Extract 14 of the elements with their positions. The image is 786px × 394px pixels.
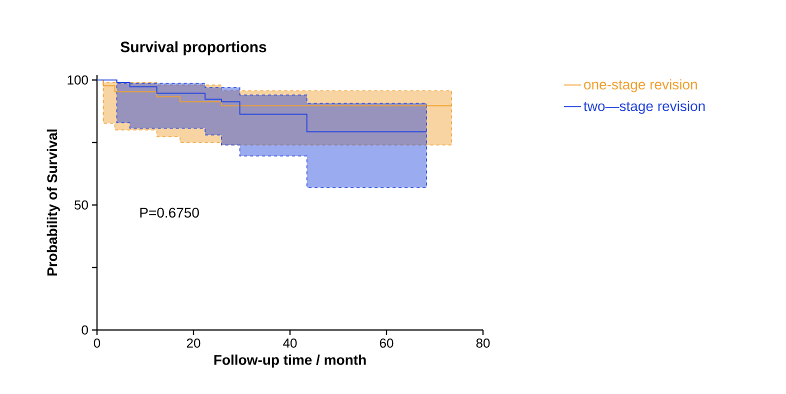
x-tick-label: 0 <box>94 338 100 348</box>
annotation: P=0.6750 <box>140 208 199 218</box>
y-tick-label: 50 <box>74 200 88 210</box>
y-tick-label: 0 <box>82 325 88 335</box>
y-tick-label: 100 <box>68 75 88 85</box>
x-axis-title: Follow-up time / month <box>214 354 366 368</box>
y-axis-title: Probability of Survival <box>46 130 60 276</box>
legend-label: two—stage revision <box>584 100 705 114</box>
x-tick-label: 80 <box>476 338 490 348</box>
x-tick-label: 60 <box>380 338 394 348</box>
x-tick-label: 20 <box>186 338 200 348</box>
legend-label: one-stage revision <box>584 79 697 92</box>
chart-title: Survival proportions <box>120 41 266 56</box>
x-tick-label: 40 <box>283 338 297 348</box>
